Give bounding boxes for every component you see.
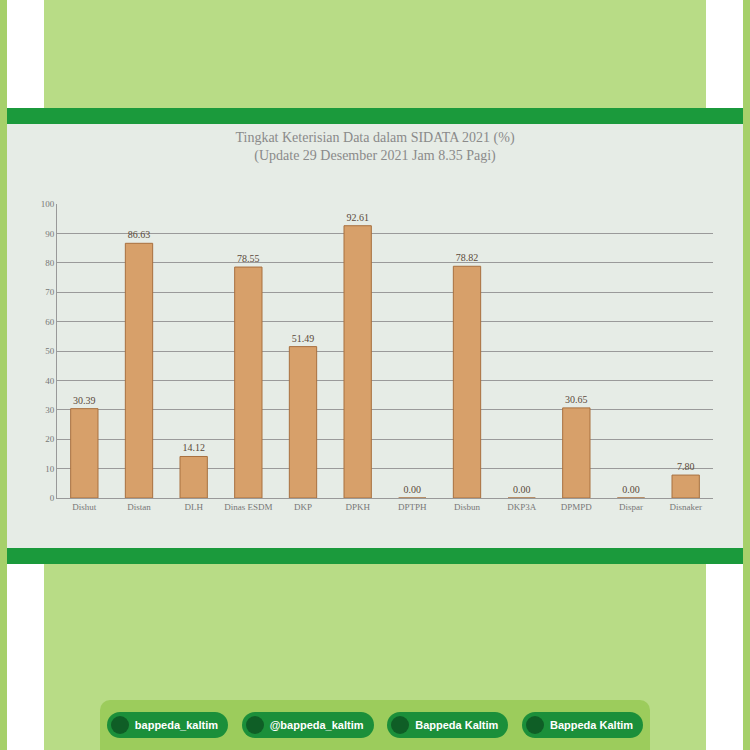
svg-text:78.82: 78.82	[456, 252, 479, 263]
svg-text:0.00: 0.00	[622, 484, 640, 495]
svg-text:Dinas ESDM: Dinas ESDM	[224, 502, 272, 512]
svg-text:Dishut: Dishut	[72, 502, 97, 512]
svg-text:DKP3A: DKP3A	[507, 502, 537, 512]
svg-text:86.63: 86.63	[128, 229, 151, 240]
svg-text:30: 30	[45, 405, 55, 415]
svg-text:DPMPD: DPMPD	[561, 502, 593, 512]
svg-text:DPKH: DPKH	[345, 502, 370, 512]
svg-text:Distan: Distan	[127, 502, 151, 512]
svg-text:14.12: 14.12	[182, 442, 205, 453]
svg-text:60: 60	[45, 317, 55, 327]
svg-text:90: 90	[45, 229, 55, 239]
svg-text:DKP: DKP	[294, 502, 312, 512]
svg-text:0: 0	[50, 493, 55, 503]
svg-text:80: 80	[45, 258, 55, 268]
svg-text:Dispar: Dispar	[619, 502, 643, 512]
html-text:@bappeda_kaltim: @bappeda_kaltim	[269, 719, 364, 731]
svg-text:10: 10	[45, 464, 55, 474]
html-text:bappeda_kaltim: bappeda_kaltim	[134, 719, 218, 731]
svg-text:DPTPH: DPTPH	[398, 502, 427, 512]
svg-text:30.65: 30.65	[565, 394, 588, 405]
svg-text:100: 100	[41, 199, 55, 209]
html-text:Bappeda Kaltim: Bappeda Kaltim	[550, 719, 634, 731]
svg-text:20: 20	[45, 434, 55, 444]
svg-text:Disnaker: Disnaker	[669, 502, 702, 512]
svg-text:30.39: 30.39	[73, 395, 96, 406]
svg-text:0.00: 0.00	[513, 484, 531, 495]
svg-text:Tingkat Keterisian Data dalam: Tingkat Keterisian Data dalam SIDATA 202…	[235, 130, 514, 164]
svg-text:Disbun: Disbun	[454, 502, 481, 512]
svg-text:50: 50	[45, 346, 55, 356]
svg-text:0.00: 0.00	[404, 484, 422, 495]
svg-text:92.61: 92.61	[346, 212, 369, 223]
svg-text:DLH: DLH	[184, 502, 203, 512]
svg-text:7.80: 7.80	[677, 461, 695, 472]
svg-text:78.55: 78.55	[237, 253, 260, 264]
svg-text:70: 70	[45, 287, 55, 297]
svg-text:40: 40	[45, 376, 55, 386]
html-text:Bappeda Kaltim: Bappeda Kaltim	[415, 719, 499, 731]
svg-text:51.49: 51.49	[292, 333, 315, 344]
